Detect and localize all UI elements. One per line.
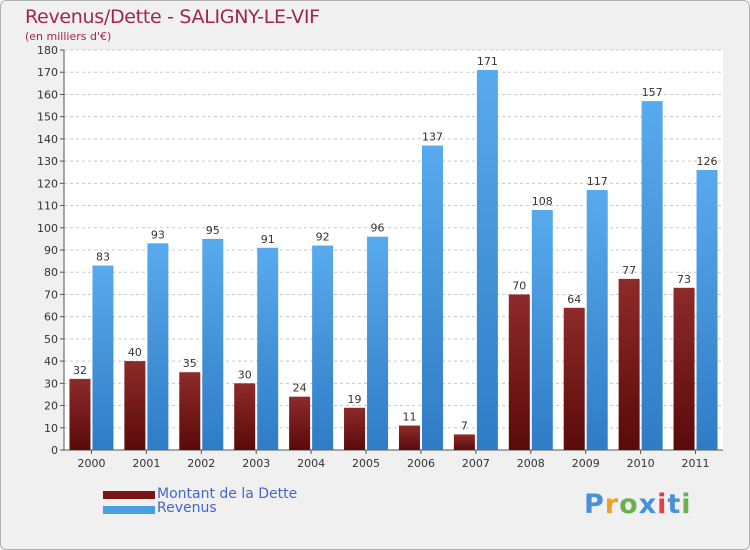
data-label: 92 (316, 231, 330, 244)
bar-debt (508, 294, 530, 450)
bar-revenus (696, 170, 718, 450)
bar-debt (563, 307, 585, 450)
x-tick-label: 2009 (572, 457, 600, 470)
y-tick-label: 150 (37, 111, 58, 124)
bar-debt (618, 278, 640, 450)
data-label: 11 (402, 411, 416, 424)
bar-debt (673, 287, 695, 450)
bar-debt (124, 361, 146, 450)
bar-debt (453, 434, 475, 450)
bar-debt (179, 372, 201, 450)
logo-letter: i (681, 489, 692, 520)
y-tick-label: 130 (37, 155, 58, 168)
logo-letter: o (619, 489, 639, 520)
bar-revenus (531, 210, 553, 450)
y-tick-label: 50 (44, 333, 58, 346)
data-label: 137 (422, 131, 443, 144)
x-tick-label: 2005 (352, 457, 380, 470)
data-label: 117 (587, 175, 608, 188)
data-label: 35 (183, 357, 197, 370)
x-tick-label: 2002 (187, 457, 215, 470)
data-label: 70 (512, 279, 526, 292)
bar-revenus (586, 190, 608, 450)
x-tick-label: 2004 (297, 457, 325, 470)
y-tick-label: 20 (44, 400, 58, 413)
y-tick-label: 110 (37, 200, 58, 213)
x-tick-label: 2007 (462, 457, 490, 470)
legend-swatch-revenus (103, 506, 155, 514)
y-tick-label: 80 (44, 266, 58, 279)
data-label: 93 (151, 228, 165, 241)
logo-letter: P (584, 489, 605, 520)
x-tick-label: 2008 (517, 457, 545, 470)
y-tick-label: 40 (44, 355, 58, 368)
bar-revenus (367, 236, 389, 450)
data-label: 32 (73, 364, 87, 377)
logo-letter: i (657, 489, 668, 520)
data-label: 157 (642, 86, 663, 99)
bar-revenus (476, 70, 498, 450)
proxiti-logo: Proxiti (584, 489, 692, 520)
y-tick-label: 120 (37, 177, 58, 190)
data-label: 19 (348, 393, 362, 406)
logo-letter: x (638, 489, 658, 520)
bar-revenus (147, 243, 169, 450)
data-label: 95 (206, 224, 220, 237)
data-label: 7 (461, 419, 468, 432)
data-label: 24 (293, 382, 307, 395)
logo-letter: t (667, 489, 682, 520)
y-tick-label: 140 (37, 133, 58, 146)
chart-subtitle: (en milliers d'€) (25, 30, 112, 43)
bar-revenus (312, 245, 334, 450)
x-tick-label: 2003 (242, 457, 270, 470)
data-label: 83 (96, 251, 110, 264)
data-label: 64 (567, 293, 581, 306)
legend-swatch-debt (103, 491, 155, 499)
y-tick-label: 70 (44, 288, 58, 301)
data-label: 108 (532, 195, 553, 208)
bar-revenus (92, 265, 114, 450)
bar-revenus (421, 145, 443, 451)
x-tick-label: 2010 (627, 457, 655, 470)
y-tick-label: 30 (44, 377, 58, 390)
data-label: 40 (128, 346, 142, 359)
bar-revenus (257, 247, 279, 450)
x-tick-label: 2001 (132, 457, 160, 470)
chart-title: Revenus/Dette - SALIGNY-LE-VIF (25, 6, 320, 28)
data-label: 73 (677, 273, 691, 286)
y-tick-label: 100 (37, 222, 58, 235)
legend-label-revenus: Revenus (157, 500, 217, 516)
y-tick-label: 160 (37, 88, 58, 101)
data-label: 96 (371, 222, 385, 235)
data-label: 171 (477, 55, 498, 68)
y-tick-label: 60 (44, 311, 58, 324)
bar-revenus (641, 101, 663, 450)
bar-debt (69, 378, 91, 450)
y-tick-label: 180 (37, 44, 58, 57)
y-tick-label: 10 (44, 422, 58, 435)
data-label: 77 (622, 264, 636, 277)
bar-debt (398, 425, 420, 450)
bar-debt (289, 396, 311, 450)
y-tick-label: 170 (37, 66, 58, 79)
y-tick-label: 90 (44, 244, 58, 257)
x-tick-label: 2006 (407, 457, 435, 470)
logo-letter: r (604, 489, 620, 520)
y-tick-label: 0 (51, 444, 58, 457)
data-label: 30 (238, 368, 252, 381)
data-label: 126 (697, 155, 718, 168)
bar-debt (344, 407, 366, 450)
x-tick-label: 2011 (682, 457, 710, 470)
bar-debt (234, 383, 256, 450)
bar-revenus (202, 238, 224, 450)
data-label: 91 (261, 233, 275, 246)
x-tick-label: 2000 (77, 457, 105, 470)
legend-label-debt: Montant de la Dette (157, 486, 298, 502)
